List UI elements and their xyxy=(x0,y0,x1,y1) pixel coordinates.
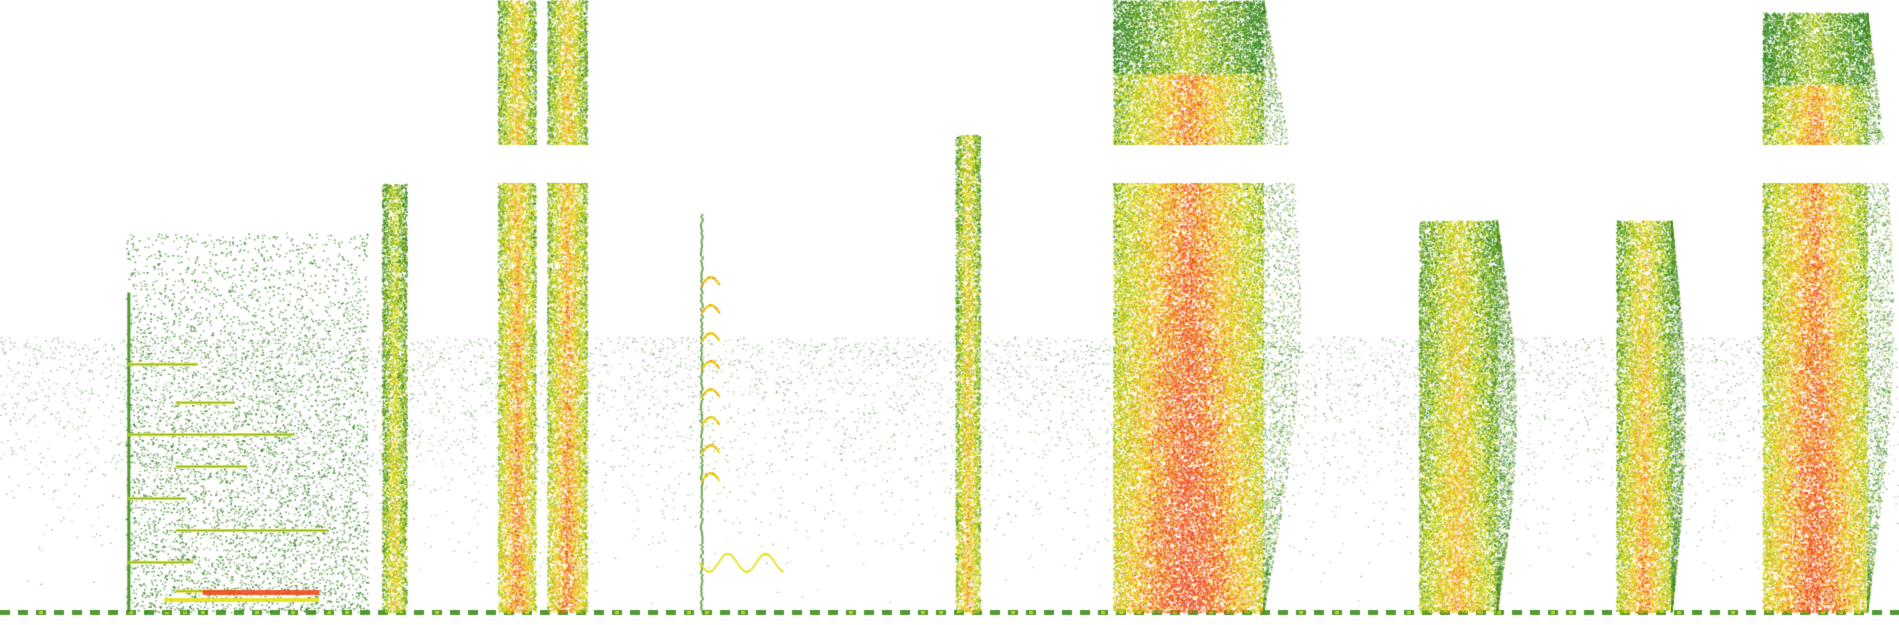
spectrogram-image xyxy=(0,0,1899,625)
